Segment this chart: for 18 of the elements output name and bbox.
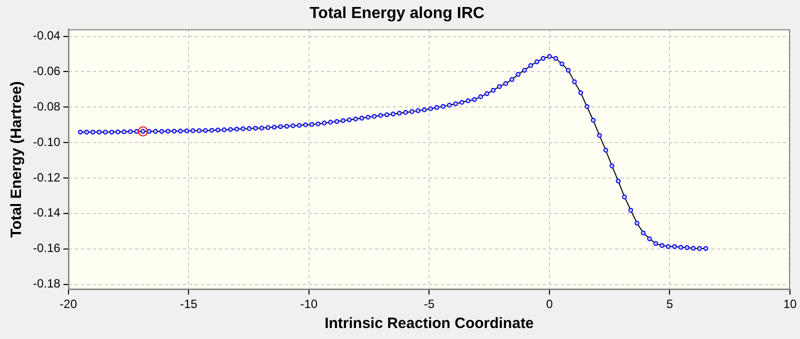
y-tick-label: -0.12 <box>32 170 61 184</box>
y-tick-label: -0.08 <box>32 99 61 114</box>
x-tick-label: 10 <box>783 297 797 312</box>
x-tick-label: 5 <box>666 297 674 312</box>
y-tick-label: -0.10 <box>32 134 61 149</box>
y-tick-label: -0.06 <box>32 64 61 78</box>
y-tick-label: -0.04 <box>32 28 61 43</box>
y-tick-label: -0.16 <box>32 241 61 256</box>
x-axis-title: Intrinsic Reaction Coordinate <box>324 315 534 332</box>
x-tick-label: -15 <box>180 297 198 312</box>
x-tick-label: -5 <box>424 297 435 312</box>
x-tick-label: 0 <box>546 297 554 312</box>
x-tick-label: -20 <box>60 297 78 312</box>
y-tick-label: -0.18 <box>32 276 61 291</box>
x-tick-label: -10 <box>300 297 318 312</box>
y-axis-title: Total Energy (Hartree) <box>8 81 26 238</box>
y-tick-label: -0.14 <box>32 206 61 220</box>
chart-title: Total Energy along IRC <box>310 5 485 22</box>
